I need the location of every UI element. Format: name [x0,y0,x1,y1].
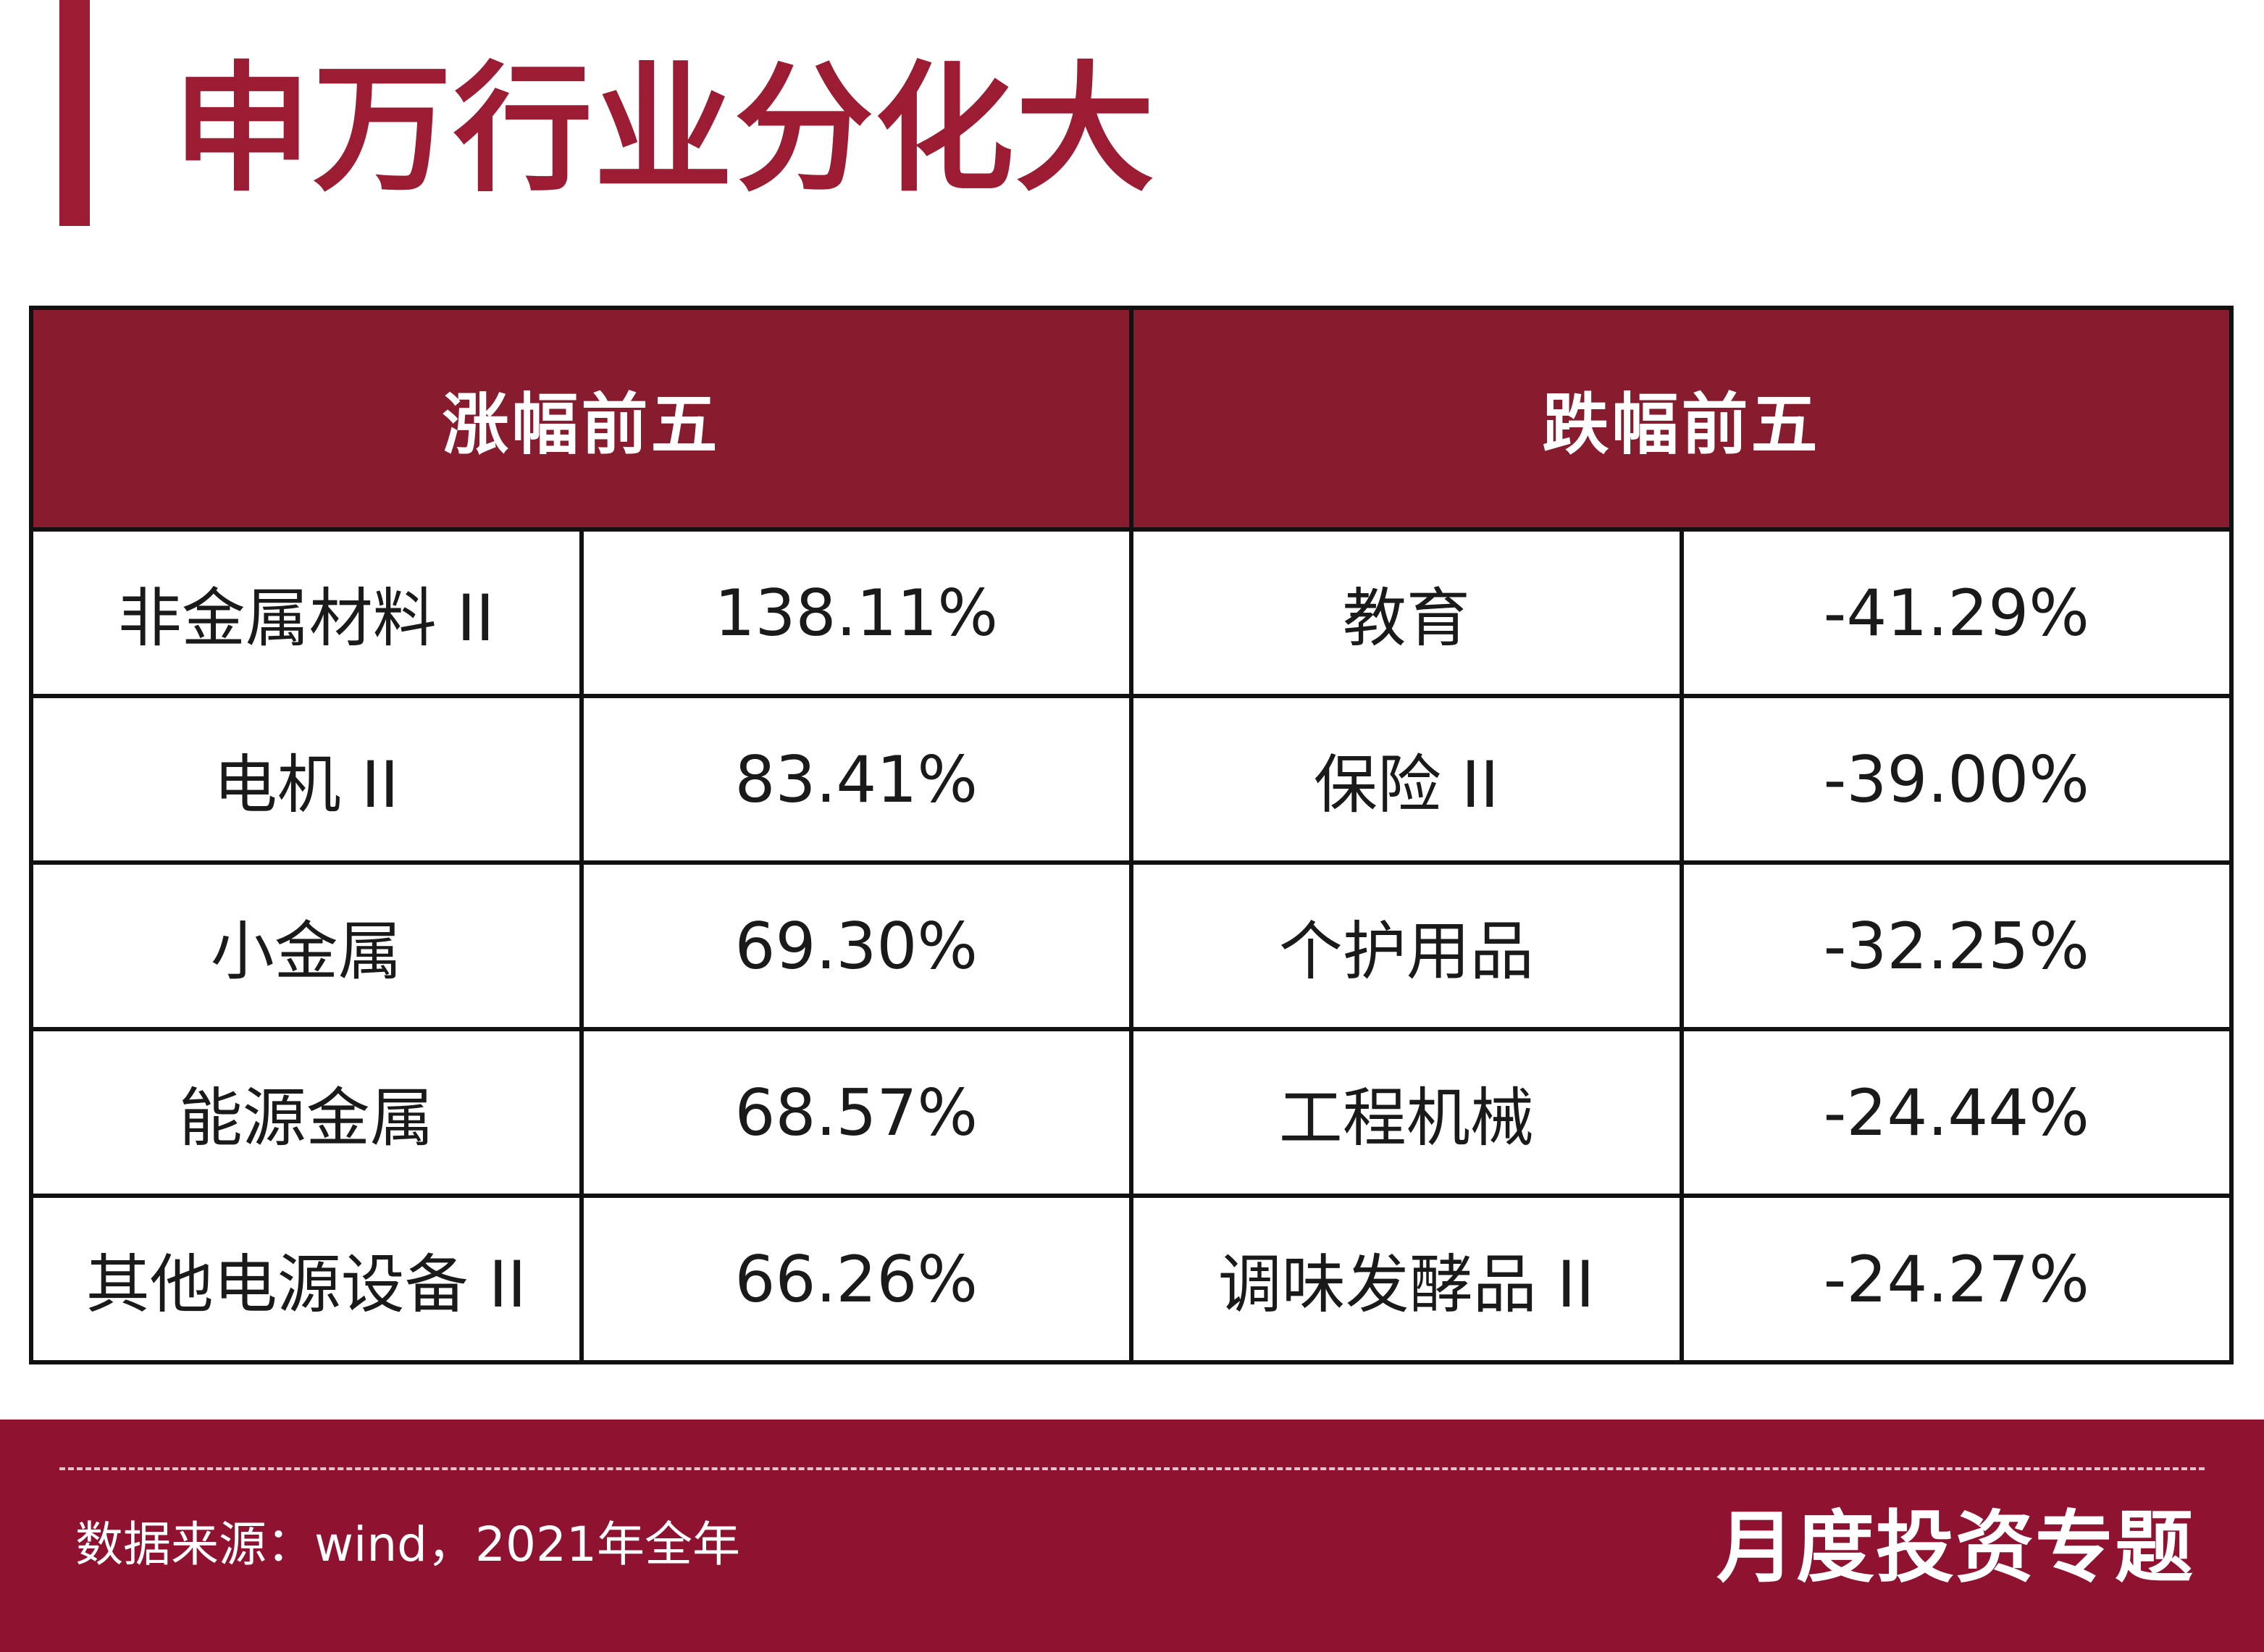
table-header-row: 涨幅前五 跌幅前五 [29,306,2234,532]
gainer-change: 138.11% [579,527,1133,698]
loser-industry: 工程机械 [1129,1027,1684,1198]
industry-ranking-table: 涨幅前五 跌幅前五 非金属材料 II 138.11% 教育 -41.29% 电机… [29,306,2234,1364]
loser-industry: 保险 II [1129,694,1684,865]
table-row: 电机 II 83.41% 保险 II -39.00% [29,694,2234,865]
loser-change: -24.44% [1679,1027,2234,1198]
report-brand: 月度投资专题 [1716,1503,2194,1593]
data-source-note: 数据来源：wind，2021年全年 [75,1517,741,1572]
header-top-losers: 跌幅前五 [1129,306,2234,532]
loser-industry: 教育 [1129,527,1684,698]
loser-change: -41.29% [1679,527,2234,698]
table-row: 能源金属 68.57% 工程机械 -24.44% [29,1027,2234,1198]
gainer-industry: 能源金属 [29,1027,584,1198]
table-row: 其他电源设备 II 66.26% 调味发酵品 II -24.27% [29,1194,2234,1364]
loser-industry: 个护用品 [1129,860,1684,1031]
loser-change: -32.25% [1679,860,2234,1031]
gainer-change: 66.26% [579,1194,1133,1364]
table-row: 小金属 69.30% 个护用品 -32.25% [29,860,2234,1031]
loser-change: -24.27% [1679,1194,2234,1364]
page-title: 申万行业分化大 [172,49,1156,211]
header-top-gainers: 涨幅前五 [29,306,1133,532]
gainer-change: 69.30% [579,860,1133,1031]
gainer-industry: 其他电源设备 II [29,1194,584,1364]
table-row: 非金属材料 II 138.11% 教育 -41.29% [29,527,2234,698]
gainer-industry: 电机 II [29,694,584,865]
gainer-change: 83.41% [579,694,1133,865]
footer-dashed-divider [59,1467,2205,1470]
loser-industry: 调味发酵品 II [1129,1194,1684,1364]
footer-band: 数据来源：wind，2021年全年 月度投资专题 [0,1420,2264,1652]
gainer-industry: 非金属材料 II [29,527,584,698]
title-accent-bar [59,0,90,226]
loser-change: -39.00% [1679,694,2234,865]
gainer-change: 68.57% [579,1027,1133,1198]
gainer-industry: 小金属 [29,860,584,1031]
